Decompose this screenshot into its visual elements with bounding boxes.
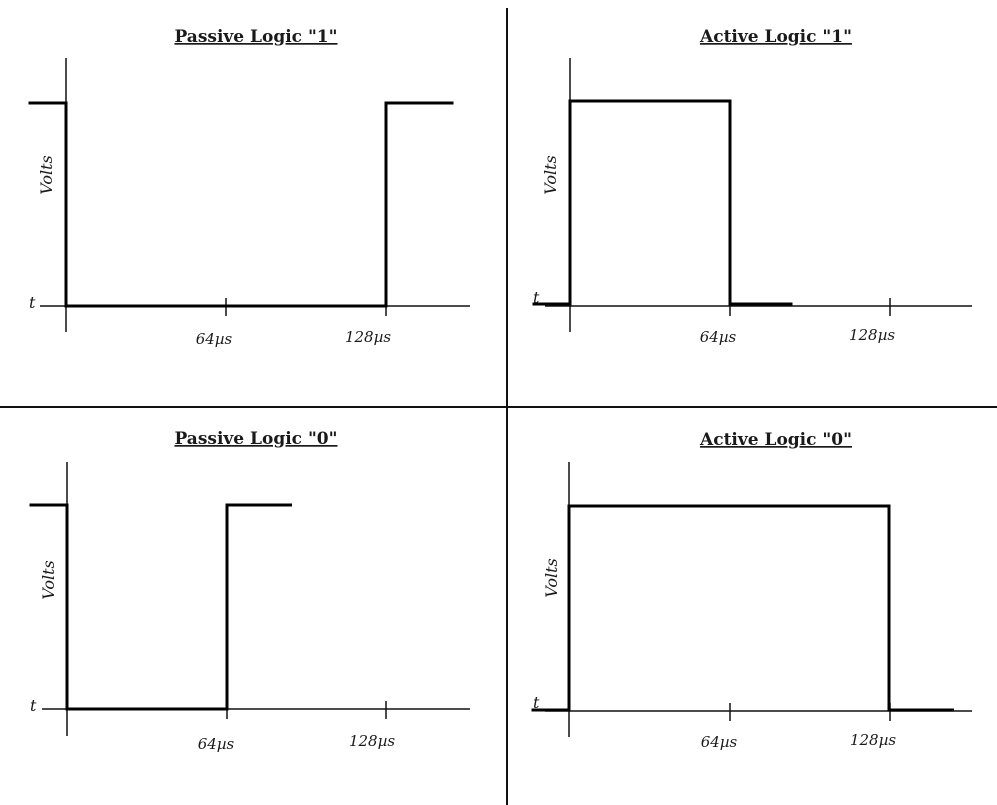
- panel-passive-logic-0: Passive Logic "0" Volts t 64µs 128µs: [29, 429, 470, 753]
- t-axis-label: t: [533, 693, 540, 712]
- t-axis-label: t: [30, 696, 37, 715]
- panel-active-logic-0: Active Logic "0" Volts t 64µs 128µs: [531, 430, 972, 751]
- t-axis-label: t: [533, 288, 540, 307]
- waveform: [29, 503, 292, 711]
- panel-passive-logic-1: Passive Logic "1" Volts t 64µs 128µs: [28, 27, 470, 348]
- y-axis-label: Volts: [37, 155, 56, 194]
- panel-active-logic-1: Active Logic "1" Volts t 64µs 128µs: [532, 27, 972, 346]
- tick-label-64us: 64µs: [700, 328, 737, 346]
- tick-label-128us: 128µs: [349, 732, 395, 750]
- tick-label-128us: 128µs: [345, 328, 391, 346]
- panel-title: Passive Logic "1": [174, 27, 337, 47]
- waveform: [532, 99, 793, 306]
- y-axis-label: Volts: [542, 558, 561, 597]
- panel-title: Active Logic "1": [699, 27, 852, 47]
- y-axis-label: Volts: [39, 560, 58, 599]
- tick-label-64us: 64µs: [701, 733, 738, 751]
- panel-title: Active Logic "0": [699, 430, 852, 450]
- tick-label-128us: 128µs: [849, 326, 895, 344]
- y-axis-label: Volts: [541, 155, 560, 194]
- waveform: [531, 504, 954, 712]
- tick-label-64us: 64µs: [196, 330, 233, 348]
- tick-label-128us: 128µs: [850, 731, 896, 749]
- t-axis-label: t: [29, 293, 36, 312]
- waveform: [28, 101, 454, 308]
- tick-label-64us: 64µs: [198, 735, 235, 753]
- panel-title: Passive Logic "0": [174, 429, 337, 449]
